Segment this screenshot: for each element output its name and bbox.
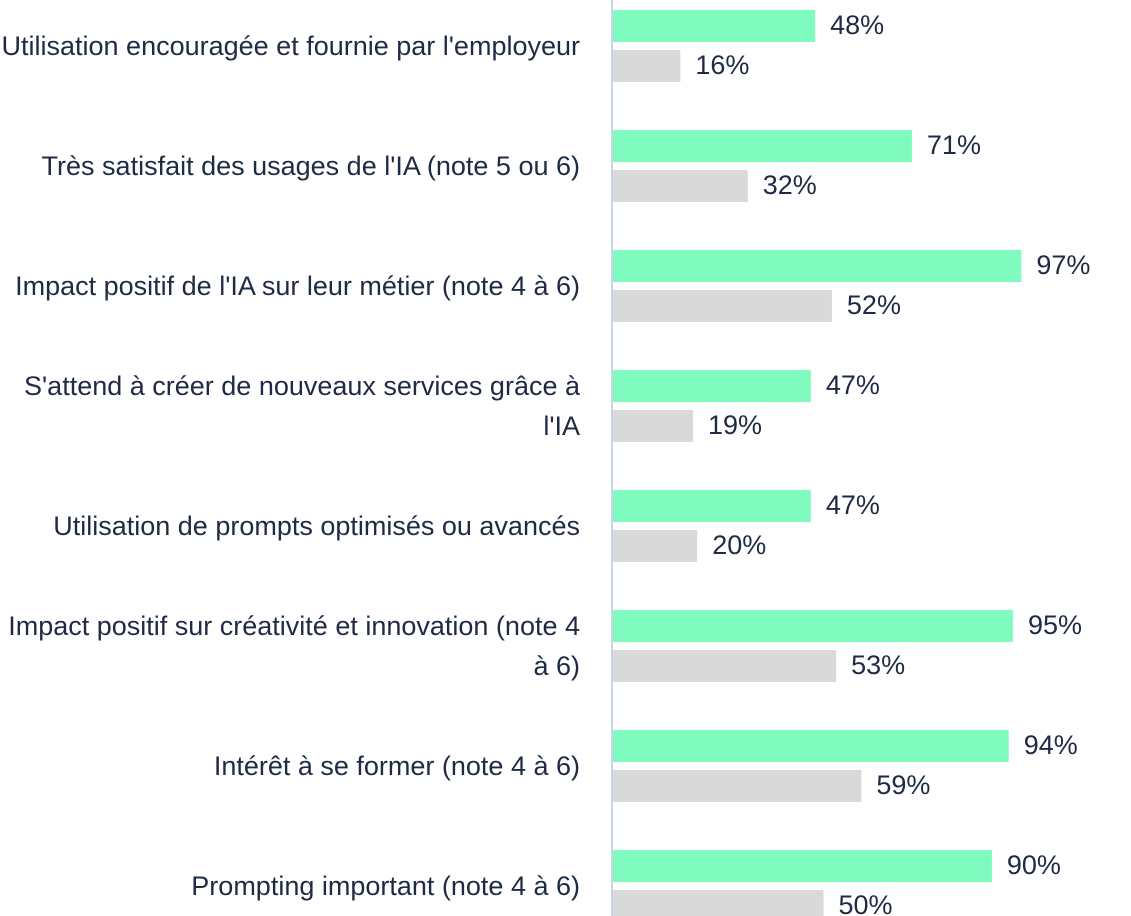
bar xyxy=(613,50,681,82)
category-label: Prompting important (note 4 à 6) xyxy=(191,871,580,901)
bar xyxy=(613,650,837,682)
value-label: 71% xyxy=(927,130,981,160)
bar xyxy=(613,130,912,162)
value-label: 59% xyxy=(876,770,930,800)
value-label: 53% xyxy=(851,650,905,680)
bar xyxy=(613,290,832,322)
value-label: 32% xyxy=(763,170,817,200)
value-label: 16% xyxy=(695,50,749,80)
value-label: 48% xyxy=(830,10,884,40)
value-label: 52% xyxy=(847,290,901,320)
category-label: Impact positif de l'IA sur leur métier (… xyxy=(15,271,580,301)
value-label: 95% xyxy=(1028,610,1082,640)
value-label: 50% xyxy=(839,890,893,916)
bar xyxy=(613,890,824,916)
bar xyxy=(613,170,748,202)
value-label: 20% xyxy=(712,530,766,560)
bar xyxy=(613,730,1009,762)
bar xyxy=(613,490,811,522)
category-label: Intérêt à se former (note 4 à 6) xyxy=(213,751,580,781)
value-label: 47% xyxy=(826,490,880,520)
value-label: 19% xyxy=(708,410,762,440)
bar xyxy=(613,410,693,442)
value-label: 94% xyxy=(1024,730,1078,760)
bar xyxy=(613,370,811,402)
bar xyxy=(613,10,816,42)
bar xyxy=(613,850,992,882)
category-label: Impact positif sur créativité et innovat… xyxy=(8,611,580,681)
category-label: S'attend à créer de nouveaux services gr… xyxy=(24,371,580,441)
bar xyxy=(613,530,698,562)
category-label: Très satisfait des usages de l'IA (note … xyxy=(41,151,580,181)
value-label: 97% xyxy=(1036,250,1090,280)
value-label: 47% xyxy=(826,370,880,400)
category-label: Utilisation encouragée et fournie par l'… xyxy=(1,31,580,61)
bar xyxy=(613,250,1022,282)
bar xyxy=(613,770,862,802)
category-label: Utilisation de prompts optimisés ou avan… xyxy=(53,511,580,541)
value-label: 90% xyxy=(1007,850,1061,880)
bar xyxy=(613,610,1013,642)
